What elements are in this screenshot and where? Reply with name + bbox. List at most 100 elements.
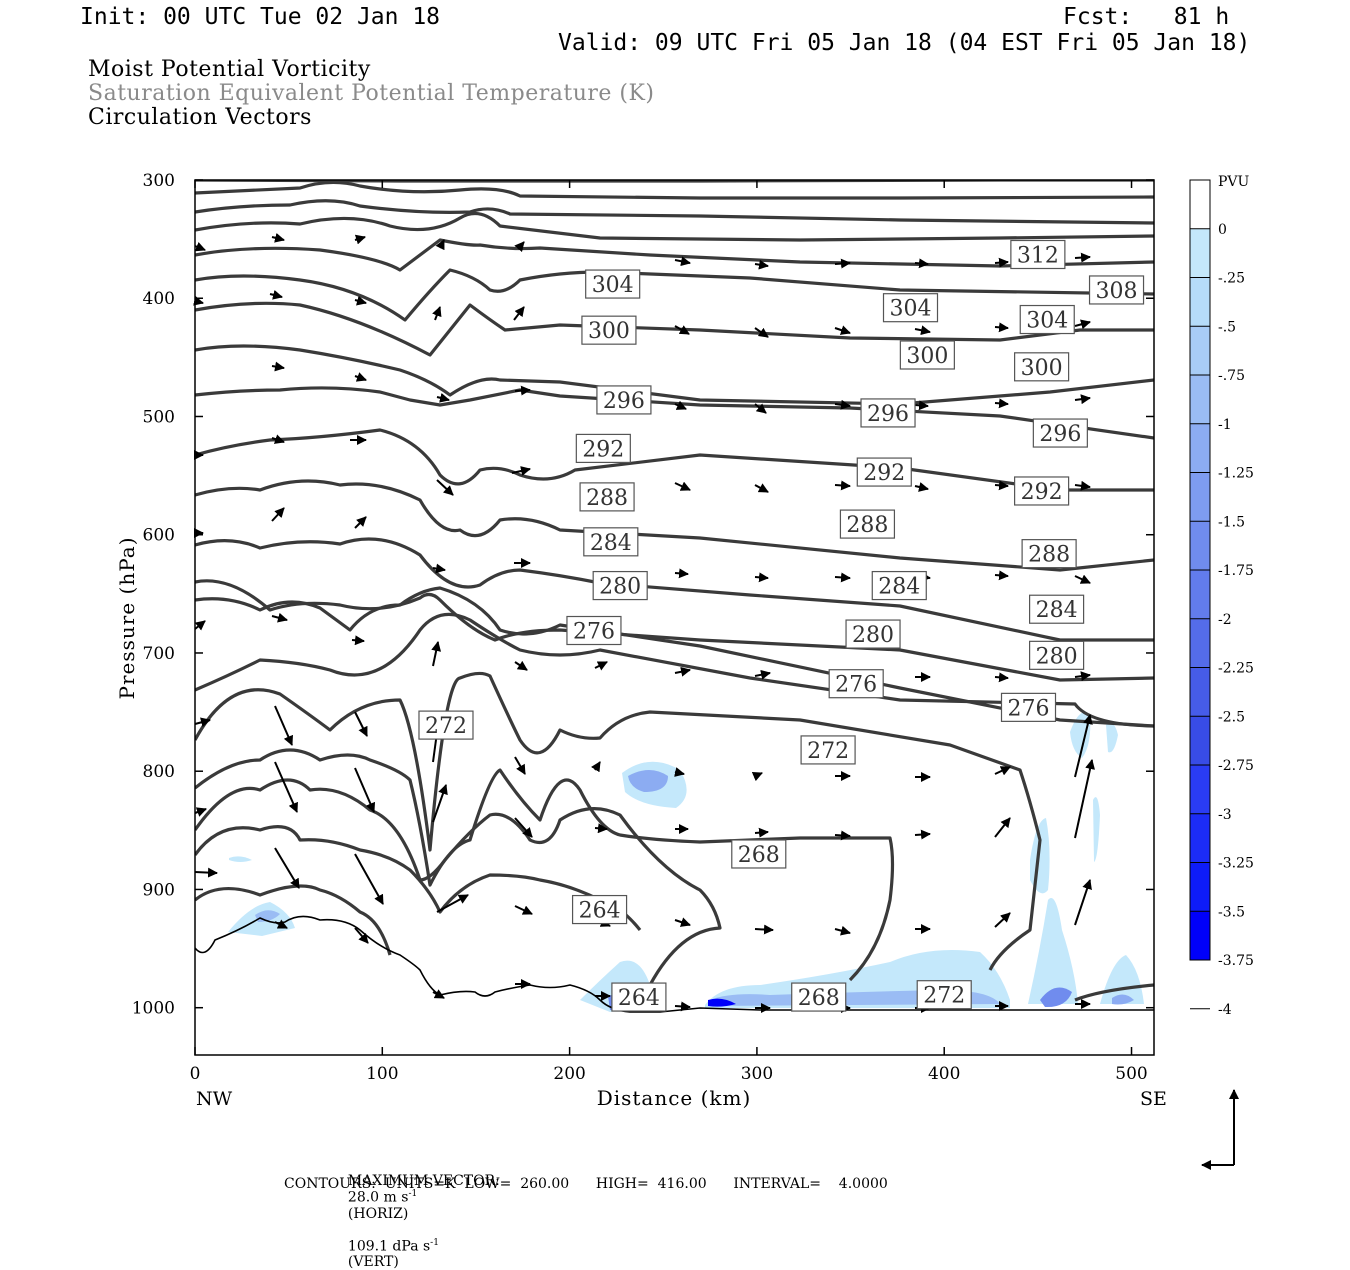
circulation-vector xyxy=(754,259,769,270)
contour-label-box xyxy=(899,340,955,370)
colorbar-swatch xyxy=(1190,667,1210,717)
contour-label: 292 xyxy=(856,457,912,487)
contour-line xyxy=(195,344,1154,406)
circulation-vector xyxy=(194,242,206,252)
contour-line xyxy=(195,884,392,956)
contour-labels: 312 308 304 304 304 300 300 300 296 296 296 292 292 2… xyxy=(418,239,1145,1012)
circulation-vector xyxy=(514,660,528,671)
contour-label-text: 292 xyxy=(1021,480,1063,505)
contour-label-text: 272 xyxy=(425,714,467,739)
init-time: Init: 00 UTC Tue 02 Jan 18 xyxy=(80,4,441,30)
circulation-vector xyxy=(1074,252,1091,263)
circulation-vector xyxy=(271,361,285,372)
x-tick-label: 0 xyxy=(190,1064,201,1084)
pv-blob xyxy=(1040,987,1072,1008)
contour-line xyxy=(195,301,1154,357)
max-vector-horiz: 28.0 m s xyxy=(347,1189,409,1206)
circulation-vector xyxy=(994,766,1011,776)
circulation-vector xyxy=(674,325,690,335)
colorbar-unit: PVU xyxy=(1218,174,1250,190)
y-tick-label: 600 xyxy=(143,526,175,546)
contour-label-text: 304 xyxy=(592,273,634,298)
circulation-vector xyxy=(354,767,376,813)
contour-label: 284 xyxy=(583,527,639,557)
theta-e-contours xyxy=(195,180,1154,1002)
title-mpv: Moist Potential Vorticity xyxy=(88,57,371,82)
contour-label-text: 300 xyxy=(1021,356,1063,381)
circulation-vector xyxy=(1074,759,1095,839)
title-vectors: Circulation Vectors xyxy=(88,105,312,130)
contour-label-text: 292 xyxy=(863,461,905,486)
circulation-vector xyxy=(432,784,448,823)
circulation-vector xyxy=(513,306,525,321)
circulation-vector xyxy=(834,325,851,335)
plot-frame xyxy=(194,179,1155,1056)
contour-label: 304 xyxy=(882,293,939,323)
contour-label: 280 xyxy=(845,619,901,649)
contour-label-box xyxy=(800,735,856,765)
contour-label: 308 xyxy=(1088,275,1145,305)
circulation-vector xyxy=(834,399,851,410)
x-left-label: NW xyxy=(196,1088,233,1110)
pv-blob xyxy=(1106,722,1118,753)
circulation-vector xyxy=(511,466,531,476)
circulation-vector xyxy=(194,867,218,878)
contour-line xyxy=(195,671,1042,971)
contour-label-box xyxy=(791,982,847,1012)
contour-label-text: 280 xyxy=(1036,644,1078,669)
colorbar-tick-label: 0 xyxy=(1218,222,1227,238)
circulation-vector xyxy=(193,295,204,306)
contour-line xyxy=(195,825,642,931)
colorbar-swatch xyxy=(1190,277,1210,327)
circulation-vector xyxy=(1074,480,1091,491)
contour-label-box xyxy=(1010,239,1066,270)
footer-max-vector: MAXIMUM VECTOR: 28.0 m s-1 (HORIZ) 109.1… xyxy=(347,1173,500,1270)
contour-label-text: 272 xyxy=(923,984,965,1009)
contour-label-box xyxy=(418,710,474,740)
contour-label-text: 288 xyxy=(846,513,888,538)
contour-label-box xyxy=(575,433,631,464)
circulation-vector xyxy=(674,666,691,677)
circulation-vector xyxy=(834,258,851,269)
contour-label: 276 xyxy=(566,615,622,646)
colorbar-tick-label: -3 xyxy=(1218,807,1232,823)
contour-label-text: 312 xyxy=(1017,243,1059,268)
contour-label-box xyxy=(882,293,939,323)
y-tick-label: 400 xyxy=(143,289,175,309)
circulation-vector xyxy=(432,989,445,999)
contour-label: 288 xyxy=(579,482,635,512)
contour-label-text: 276 xyxy=(1008,696,1050,721)
circulation-vector xyxy=(351,635,365,646)
contour-label: 276 xyxy=(828,669,884,699)
valid-time: Valid: 09 UTC Fri 05 Jan 18 (04 EST Fri … xyxy=(558,30,1251,56)
contour-line xyxy=(195,199,1154,225)
y-tick-label: 1000 xyxy=(132,999,175,1019)
y-tick-label: 500 xyxy=(143,407,175,427)
contour-label: 264 xyxy=(611,982,667,1012)
contour-label: 288 xyxy=(1021,539,1077,569)
circulation-vector xyxy=(754,403,767,414)
contour-label-text: 280 xyxy=(599,575,641,600)
contour-label-text: 296 xyxy=(603,389,645,414)
max-vector-vert: 109.1 dPa s xyxy=(347,1238,431,1255)
contour-label-text: 264 xyxy=(618,986,660,1011)
contour-label-box xyxy=(1014,476,1070,506)
colorbar-tick-label: -2 xyxy=(1218,612,1232,628)
contour-label-box xyxy=(839,509,896,539)
circulation-vector xyxy=(436,894,469,913)
contour-label-box xyxy=(828,669,884,699)
pv-blob xyxy=(708,998,736,1007)
circulation-vector xyxy=(674,400,687,410)
circulation-vector xyxy=(269,289,283,300)
contour-label: 312 xyxy=(1010,239,1066,270)
y-axis: 300 400 500 600 700 800 900 1000 xyxy=(132,171,1154,1019)
contour-label: 296 xyxy=(1032,418,1088,448)
circulation-vector xyxy=(514,385,531,396)
contour-label-text: 284 xyxy=(1036,598,1078,623)
pv-blob xyxy=(229,856,252,862)
contour-label-text: 272 xyxy=(807,739,849,764)
colorbar-tick-label: -3.75 xyxy=(1218,953,1254,969)
colorbar-tick-label: -.5 xyxy=(1218,319,1236,335)
contour-label: 268 xyxy=(731,839,787,869)
circulation-vector xyxy=(1074,394,1091,405)
